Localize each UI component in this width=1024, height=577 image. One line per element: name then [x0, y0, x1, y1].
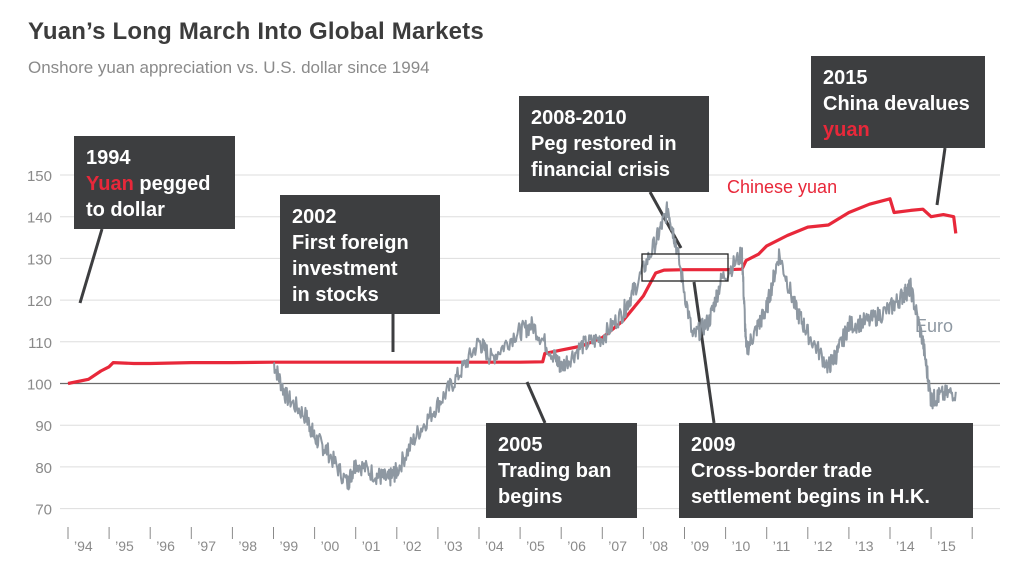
annotation-highlight: Yuan — [86, 173, 134, 195]
annotation-pointer — [525, 381, 547, 424]
annotation-highlight: yuan — [823, 119, 870, 141]
annotation-text: Trading ban — [498, 460, 611, 482]
annotation-span: settlement begins in H.K. — [691, 486, 930, 508]
x-tick-label: ’94 — [74, 538, 93, 554]
annotation-year: 2009 — [691, 434, 736, 456]
x-tick-label: ’99 — [280, 538, 299, 554]
y-tick-label: 110 — [28, 335, 52, 352]
annotation-pointer — [935, 147, 947, 206]
annotation-pointer — [692, 281, 716, 424]
x-tick-label: ’15 — [937, 538, 956, 554]
x-tick-label: ’11 — [773, 538, 791, 554]
annotation-span: investment — [292, 258, 398, 280]
annotation-box — [519, 96, 709, 192]
y-tick-label: 70 — [35, 502, 52, 519]
x-tick-label: ’07 — [608, 538, 627, 554]
x-tick-label: ’06 — [567, 538, 586, 554]
annotation-year: 2015 — [823, 67, 868, 89]
y-tick-label: 100 — [27, 377, 52, 394]
annotation-span: Cross-border trade — [691, 460, 872, 482]
x-tick-label: ’02 — [403, 538, 422, 554]
annotation-box — [811, 56, 985, 148]
annotation-span: to dollar — [86, 199, 165, 221]
annotation-pointer — [78, 228, 104, 304]
x-tick-label: ’03 — [444, 538, 463, 554]
annotation-text: First foreign — [292, 232, 409, 254]
annotation-box — [280, 195, 440, 314]
annotation-text: financial crisis — [531, 159, 670, 181]
x-tick-label: ’08 — [649, 538, 668, 554]
y-tick-label: 150 — [27, 168, 52, 185]
annotation-span: in stocks — [292, 284, 379, 306]
annotation-box — [679, 423, 973, 518]
annotation-text: investment — [292, 258, 398, 280]
annotation-span: pegged — [134, 173, 211, 195]
annotation-text: in stocks — [292, 284, 379, 306]
annotation-year: 2005 — [498, 434, 543, 456]
yuan-series-line — [67, 197, 958, 386]
annotation-span: financial crisis — [531, 159, 670, 181]
peg-highlight-box — [641, 253, 729, 282]
x-tick-label: ’98 — [238, 538, 257, 554]
y-tick-label: 80 — [35, 460, 52, 477]
series-label-yuan: Chinese yuan — [727, 177, 837, 197]
annotation-span: First foreign — [292, 232, 409, 254]
y-tick-label: 120 — [27, 293, 52, 310]
annotation-text: begins — [498, 486, 562, 508]
annotation-text: Peg restored in — [531, 133, 677, 155]
chart-subtitle: Onshore yuan appreciation vs. U.S. dolla… — [28, 58, 430, 77]
annotation-text: Yuan pegged — [86, 173, 210, 195]
x-tick-label: ’14 — [896, 538, 915, 554]
annotation-span: begins — [498, 486, 562, 508]
y-tick-label: 140 — [27, 210, 52, 227]
x-tick-label: ’95 — [115, 538, 134, 554]
x-tick-label: ’97 — [197, 538, 216, 554]
x-tick-label: ’01 — [362, 538, 381, 554]
annotation-box — [74, 136, 235, 229]
x-tick-label: ’05 — [526, 538, 545, 554]
annotation-span: China devalues — [823, 93, 970, 115]
x-tick-label: ’96 — [156, 538, 175, 554]
annotation-year: 2002 — [292, 206, 337, 228]
x-tick-label: ’00 — [321, 538, 340, 554]
x-tick-label: ’09 — [691, 538, 710, 554]
x-tick-label: ’13 — [855, 538, 874, 554]
annotation-text: China devalues — [823, 93, 970, 115]
euro-series-line — [273, 201, 957, 491]
annotation-year: 1994 — [86, 147, 131, 169]
annotation-span: Trading ban — [498, 460, 611, 482]
chart-title: Yuan’s Long March Into Global Markets — [28, 18, 484, 45]
x-tick-label: ’10 — [732, 538, 751, 554]
x-tick-label: ’04 — [485, 538, 504, 554]
annotation-text: Cross-border trade — [691, 460, 872, 482]
x-tick-label: ’12 — [814, 538, 833, 554]
annotation-box — [486, 423, 637, 518]
annotation-text: to dollar — [86, 199, 165, 221]
annotation-year: 2008-2010 — [531, 107, 627, 129]
annotation-text: settlement begins in H.K. — [691, 486, 930, 508]
y-tick-label: 130 — [27, 251, 52, 268]
series-label-euro: Euro — [915, 316, 953, 336]
y-tick-label: 90 — [35, 418, 52, 435]
annotation-span: Peg restored in — [531, 133, 677, 155]
annotation-text: yuan — [823, 119, 870, 141]
